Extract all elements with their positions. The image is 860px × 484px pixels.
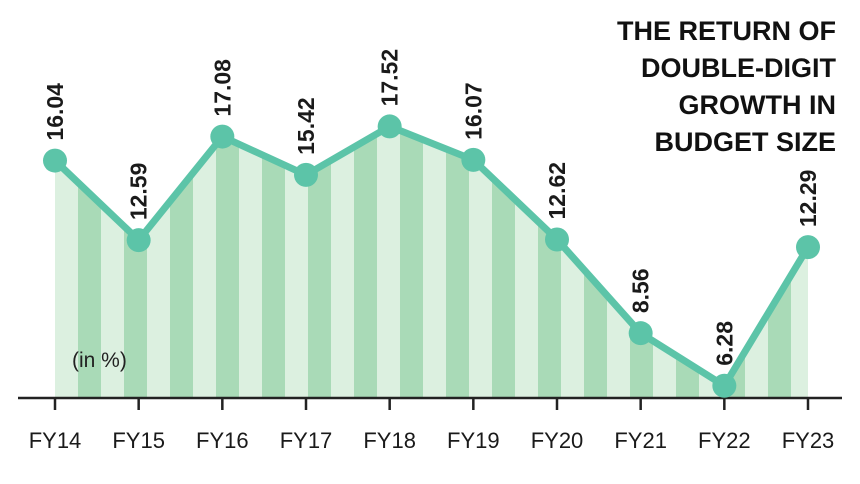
- title-line: THE RETURN OF: [617, 16, 836, 46]
- x-tick-label: FY17: [280, 428, 333, 453]
- point: [294, 162, 318, 187]
- point: [545, 227, 569, 252]
- title-line: DOUBLE-DIGIT: [641, 53, 836, 83]
- point: [712, 373, 737, 398]
- x-tick-label: FY15: [112, 428, 165, 453]
- value-label: 12.59: [126, 163, 152, 221]
- x-tick-label: FY23: [782, 428, 835, 453]
- line: [52, 122, 811, 390]
- x-tick-label: FY16: [196, 428, 249, 453]
- point: [461, 147, 486, 172]
- value-label: 16.07: [460, 82, 486, 140]
- value-label: 16.04: [42, 83, 68, 141]
- point: [126, 228, 151, 253]
- value-label: 12.29: [795, 170, 821, 228]
- point: [43, 148, 67, 173]
- title-line: BUDGET SIZE: [654, 127, 836, 157]
- x-tick-label: FY18: [363, 428, 416, 453]
- value-label: 12.62: [544, 162, 570, 220]
- value-label: 15.42: [293, 97, 319, 155]
- x-tick-label: FY19: [447, 428, 500, 453]
- point: [796, 235, 820, 260]
- x-tick-label: FY20: [531, 428, 584, 453]
- area: [55, 126, 808, 398]
- x-tick-label: FY21: [614, 428, 667, 453]
- x-tick-label: FY22: [698, 428, 751, 453]
- point: [210, 124, 235, 149]
- title-line: GROWTH IN: [679, 90, 836, 120]
- x-tick-label: FY14: [29, 428, 82, 453]
- point: [628, 321, 653, 346]
- value-label: 17.08: [209, 59, 235, 117]
- point: [377, 114, 402, 139]
- value-label: 8.56: [628, 268, 654, 313]
- value-label: 17.52: [377, 49, 403, 107]
- title: THE RETURN OF DOUBLE-DIGIT GROWTH IN BUDGET…: [617, 16, 836, 157]
- value-label: 6.28: [711, 321, 737, 366]
- unit-annotation: (in %): [72, 349, 127, 372]
